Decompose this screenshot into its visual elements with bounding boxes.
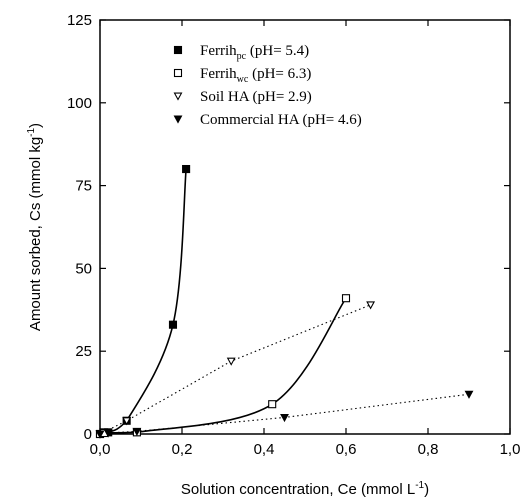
data-point-s1: [341, 294, 351, 303]
x-tick-label: 0,4: [254, 441, 275, 458]
x-tick-label: 0,2: [172, 441, 193, 458]
legend-label-1: Ferrihwc (pH= 6.3): [200, 66, 311, 85]
legend-marker-3: [173, 115, 183, 124]
data-point-s2: [366, 301, 376, 310]
legend: Ferrihpc (pH= 5.4) Ferrihwc (pH= 6.3) Soil…: [173, 43, 362, 128]
data-point-s0: [168, 320, 178, 329]
x-tick-label: 1,0: [500, 441, 521, 458]
y-tick-label: 75: [75, 178, 92, 195]
data-point-s0: [182, 164, 191, 174]
data-point-s3: [280, 413, 289, 423]
data-point-s2: [226, 357, 236, 366]
series-line-2: [99, 304, 371, 435]
legend-marker-1: [173, 68, 183, 78]
y-tick-label: 50: [75, 260, 92, 277]
series-lines: [99, 168, 470, 435]
legend-label-0: Ferrihpc (pH= 5.4): [200, 43, 309, 62]
data-point-s1: [268, 400, 277, 409]
y-tick-label: 100: [67, 95, 92, 112]
series-line-0: [99, 168, 187, 435]
x-tick-label: 0,8: [418, 441, 439, 458]
data-point-s3: [132, 427, 142, 436]
x-tick-label: 0,0: [90, 441, 111, 458]
y-tick-label: 25: [75, 343, 92, 360]
data-point-s3: [103, 429, 113, 438]
x-axis-title: Solution concentration, Ce (mmol L-1): [181, 480, 429, 498]
data-point-s3: [95, 430, 105, 439]
legend-marker-2: [173, 92, 183, 101]
x-tick-label: 0,6: [336, 441, 357, 458]
plot-frame: [99, 19, 511, 435]
y-tick-label: 0: [84, 426, 92, 443]
data-point-s2: [122, 417, 132, 426]
y-axis-title: Amount sorbed, Cs (mmol kg-1): [26, 123, 44, 331]
legend-label-3: Commercial HA (pH= 4.6): [200, 112, 362, 128]
legend-marker-0: [173, 45, 183, 55]
y-tick-label: 125: [67, 12, 92, 29]
legend-label-2: Soil HA (pH= 2.9): [200, 89, 312, 105]
series-points: [95, 164, 474, 439]
data-point-s3: [464, 390, 474, 399]
